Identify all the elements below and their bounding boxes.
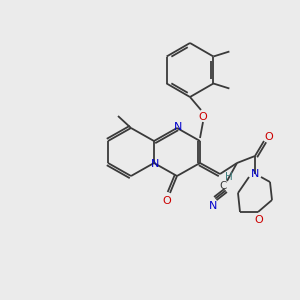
Text: O: O [255, 215, 263, 225]
Text: O: O [163, 196, 171, 206]
Text: N: N [209, 201, 217, 211]
Text: O: O [199, 112, 207, 122]
Text: N: N [174, 122, 182, 132]
Text: O: O [265, 132, 273, 142]
Text: H: H [225, 172, 233, 182]
Text: N: N [251, 169, 259, 179]
Text: N: N [151, 159, 159, 169]
Text: C: C [219, 181, 227, 191]
